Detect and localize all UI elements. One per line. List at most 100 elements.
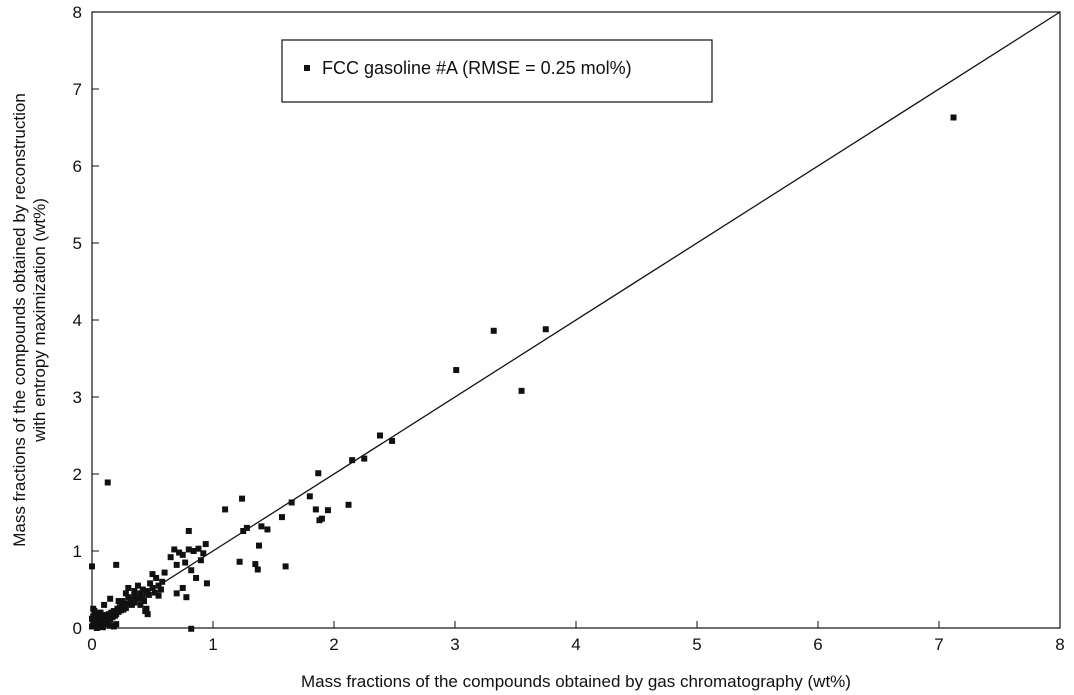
data-point [137, 595, 144, 602]
data-point [188, 625, 195, 632]
data-point [258, 523, 265, 530]
data-point [188, 567, 195, 574]
x-tick-label: 6 [813, 635, 822, 654]
data-point [453, 367, 460, 374]
data-point [147, 580, 154, 587]
data-point [183, 594, 190, 601]
data-point [139, 586, 146, 593]
data-point [159, 578, 166, 585]
data-point [113, 561, 120, 568]
x-tick-label: 2 [329, 635, 338, 654]
data-point [518, 387, 525, 394]
data-point [200, 550, 207, 557]
data-point [315, 470, 322, 477]
data-point [197, 557, 204, 564]
data-point [254, 566, 261, 573]
data-point [124, 600, 131, 607]
data-point [149, 571, 156, 578]
x-tick-label: 7 [934, 635, 943, 654]
data-point [193, 574, 200, 581]
data-points [89, 114, 957, 632]
data-point [115, 598, 122, 605]
data-point [306, 493, 313, 500]
data-point [107, 595, 114, 602]
data-point [312, 506, 319, 513]
data-point [173, 561, 180, 568]
data-point [236, 558, 243, 565]
data-point [142, 608, 149, 615]
data-point [145, 591, 152, 598]
data-point [182, 559, 189, 566]
data-point [282, 563, 289, 570]
y-tick-label: 3 [73, 388, 82, 407]
data-point [107, 622, 114, 629]
data-point [92, 618, 99, 625]
x-tick-label: 4 [571, 635, 580, 654]
legend-marker [304, 65, 310, 71]
data-point [264, 526, 271, 533]
data-point [255, 542, 262, 549]
data-point [318, 515, 325, 522]
data-point [90, 605, 97, 612]
data-point [950, 114, 957, 121]
data-point [389, 437, 396, 444]
y-tick-label: 4 [73, 311, 82, 330]
data-point [185, 527, 192, 534]
x-axis: 0 1 2 3 4 5 6 7 8 [87, 621, 1065, 654]
data-point [137, 590, 144, 597]
data-point [176, 549, 183, 556]
data-point [96, 617, 103, 624]
data-point [195, 545, 202, 552]
data-point [127, 597, 134, 604]
data-point [125, 584, 132, 591]
y-tick-label: 1 [73, 542, 82, 561]
x-tick-label: 0 [87, 635, 96, 654]
data-point [103, 621, 110, 628]
legend-label: FCC gasoline #A (RMSE = 0.25 mol%) [322, 58, 632, 78]
data-point [155, 582, 162, 589]
data-point [101, 601, 108, 608]
data-point [239, 495, 246, 502]
parity-line [91, 11, 1061, 629]
data-point [119, 598, 126, 605]
data-point [252, 561, 259, 568]
legend: FCC gasoline #A (RMSE = 0.25 mol%) [281, 39, 713, 103]
x-tick-label: 5 [692, 635, 701, 654]
data-point [153, 574, 160, 581]
data-point [89, 615, 95, 622]
y-axis-title-line-2: with entropy maximization (wt%) [30, 198, 49, 443]
data-point [122, 590, 129, 597]
data-point [131, 588, 138, 595]
y-axis-title: Mass fractions of the compounds obtained… [10, 93, 49, 547]
data-point [104, 479, 111, 486]
legend-box [281, 39, 713, 103]
data-point [171, 546, 178, 553]
y-tick-label: 2 [73, 465, 82, 484]
data-point [131, 592, 138, 599]
data-point [137, 601, 144, 608]
data-point [125, 594, 132, 601]
data-point [179, 551, 186, 558]
data-point [99, 611, 106, 618]
data-point [98, 620, 105, 627]
x-tick-label: 8 [1055, 635, 1064, 654]
data-point [173, 590, 180, 597]
data-point [345, 501, 352, 508]
data-point [143, 588, 150, 595]
data-point [155, 592, 162, 599]
data-point [122, 604, 129, 611]
y-tick-label: 7 [73, 80, 82, 99]
data-point [243, 524, 250, 531]
data-point [167, 554, 174, 561]
data-point [113, 621, 120, 628]
data-point [133, 595, 140, 602]
x-tick-label: 3 [450, 635, 459, 654]
data-point [95, 613, 102, 620]
data-point [99, 624, 106, 631]
y-tick-label: 6 [73, 157, 82, 176]
data-point [324, 507, 331, 514]
y-axis: 0 1 2 3 4 5 6 7 8 [73, 3, 99, 638]
data-point [89, 563, 95, 570]
data-point [157, 586, 164, 593]
data-point [361, 455, 368, 462]
